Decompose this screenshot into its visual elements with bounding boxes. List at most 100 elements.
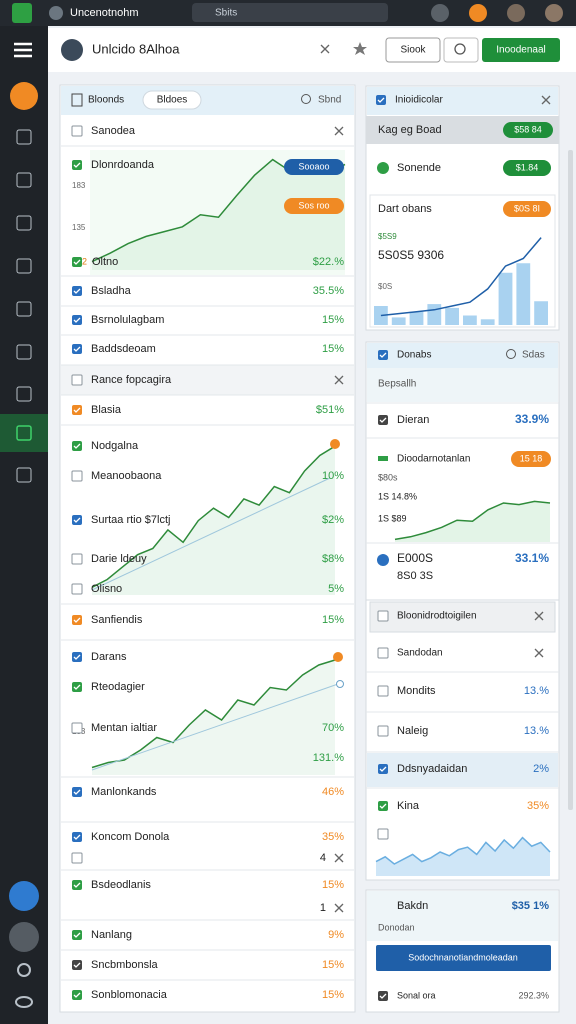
tab-bar <box>61 86 354 115</box>
row-icon <box>377 647 389 659</box>
row-label[interactable]: Koncom Donola <box>91 831 170 843</box>
row-label[interactable]: Sncbmbonsla <box>91 959 159 971</box>
row-icon-glyph <box>73 992 81 998</box>
badge <box>284 159 344 175</box>
subheader <box>367 368 558 402</box>
top-avatar <box>545 4 563 22</box>
row-label[interactable]: Bsrnolulagbam <box>91 314 164 326</box>
secondary-button[interactable] <box>385 37 441 63</box>
badge-text: $0S 8I <box>514 203 540 213</box>
close-icon <box>334 126 344 136</box>
row-icon <box>378 350 388 360</box>
row-label[interactable]: Blasia <box>91 404 122 416</box>
nav-icon[interactable] <box>16 467 32 483</box>
label: Sbits <box>215 8 237 19</box>
edit-button <box>9 922 39 952</box>
bar <box>498 272 513 325</box>
row-label[interactable]: Bloonidrodtoigilen <box>397 611 477 622</box>
row-icon <box>72 990 82 1000</box>
tab[interactable]: Bloonds <box>88 95 124 106</box>
row-value: 2% <box>533 763 549 775</box>
nav-icon[interactable] <box>16 215 32 231</box>
row-icon-glyph <box>73 288 81 294</box>
row-label[interactable]: Sandodan <box>397 648 443 659</box>
row-label[interactable]: Mentan ialtiar <box>91 722 157 734</box>
label[interactable]: Uncenotnohm <box>70 7 139 19</box>
badge-text: $58 84 <box>514 124 542 134</box>
label: Kag eg Boad <box>378 124 442 136</box>
row-label[interactable]: Oltno <box>92 256 118 268</box>
row-label[interactable]: Naleig <box>397 725 428 737</box>
row-label[interactable]: Bsladha <box>91 285 132 297</box>
chart-point <box>336 680 344 688</box>
primary-button[interactable] <box>482 38 560 62</box>
row-icon <box>377 685 389 697</box>
nav-icon[interactable] <box>16 172 32 188</box>
search-icon <box>454 43 466 55</box>
row-icon <box>72 257 82 267</box>
header-title: Unlcido 8Alhoa <box>92 41 180 56</box>
nav-icon[interactable] <box>16 425 32 441</box>
close-icon <box>334 853 344 863</box>
row-icon <box>72 615 82 625</box>
label: E000S <box>397 551 433 565</box>
badge-text: $1.84 <box>516 162 539 172</box>
nav-icon[interactable] <box>16 129 32 145</box>
label: Sdas <box>522 350 545 361</box>
close-icon <box>334 903 344 913</box>
top-avatar <box>469 4 487 22</box>
row-value: $51% <box>316 404 344 416</box>
row-label[interactable]: Nanlang <box>91 929 132 941</box>
row-label[interactable]: Sonblomonacia <box>91 989 168 1001</box>
row-label[interactable]: Sanodea <box>91 125 136 137</box>
row-label[interactable]: Nodgalna <box>91 440 139 452</box>
label: 33.1% <box>515 551 549 565</box>
row-icon <box>378 991 388 1001</box>
section-band <box>61 365 354 395</box>
row-icon <box>72 787 82 797</box>
row-icon-glyph <box>73 617 81 623</box>
row-icon <box>72 832 82 842</box>
row-label[interactable]: Surtaa rtio $7lctj <box>91 514 170 526</box>
settings-icon <box>17 963 31 977</box>
row-label[interactable]: Sanfiendis <box>91 614 143 626</box>
row-icon-glyph <box>379 993 387 999</box>
label: Sonal ora <box>397 990 436 1000</box>
row-icon-glyph <box>379 766 387 772</box>
row-label[interactable]: Bsdeodlanis <box>91 879 151 891</box>
nav-icon[interactable] <box>16 344 32 360</box>
tab-pill[interactable] <box>142 90 202 110</box>
row-icon-glyph <box>73 517 81 523</box>
card-title: Bakdn <box>397 900 428 912</box>
row-label[interactable]: Baddsdeoam <box>91 343 156 355</box>
nav-icon[interactable] <box>16 386 32 402</box>
row-label[interactable]: Mondits <box>397 685 436 697</box>
action-button[interactable] <box>376 945 551 971</box>
row-label[interactable]: Darie ldeuy <box>91 553 147 565</box>
card-title: Inioidicolar <box>395 95 443 106</box>
nav-icon[interactable] <box>16 258 32 274</box>
row-icon-glyph <box>73 932 81 938</box>
row-label[interactable]: Meanoobaona <box>91 470 162 482</box>
row-label[interactable]: Rteodagier <box>91 681 145 693</box>
row-value: 4 <box>320 852 326 864</box>
row-icon-glyph <box>73 162 81 168</box>
row-label[interactable]: Kina <box>397 800 420 812</box>
bar <box>463 315 477 325</box>
chart-area <box>92 159 345 270</box>
nav-icon[interactable] <box>16 301 32 317</box>
row-label[interactable]: Darans <box>91 651 127 663</box>
search-button[interactable] <box>443 37 479 63</box>
row-label[interactable]: Ddsnyadaidan <box>397 763 467 775</box>
search-box[interactable] <box>192 3 388 22</box>
row-icon <box>71 374 83 386</box>
row-value: 9% <box>328 929 344 941</box>
row-label[interactable]: Manlonkands <box>91 786 157 798</box>
row-label[interactable]: Rance fopcagira <box>91 374 172 386</box>
row-icon <box>377 162 389 174</box>
row-label[interactable]: Olisno <box>91 583 122 595</box>
row-label[interactable]: Dlonrdoanda <box>91 159 155 171</box>
chart-area <box>92 446 335 595</box>
label: Dieran <box>397 414 429 426</box>
scrollbar[interactable] <box>568 150 573 810</box>
